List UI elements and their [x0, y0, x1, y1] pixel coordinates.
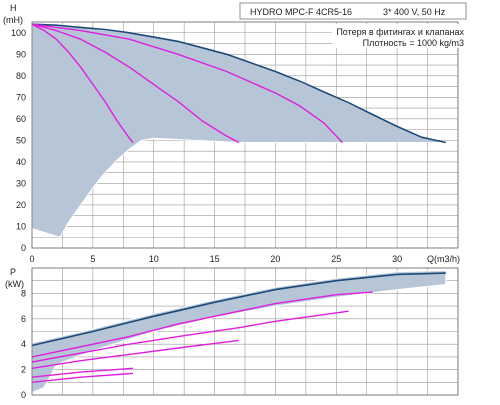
power-system-curve-5 [31, 372, 134, 383]
note-losses: Потеря в фитингах и клапанах [336, 27, 464, 37]
flow-axis-label: Q(m3/h) [427, 254, 460, 264]
power-y-tick-label: 4 [21, 339, 26, 349]
power-system-curve-2 [31, 310, 349, 363]
head-curves [31, 23, 446, 144]
power-y-tick-label: 8 [21, 288, 26, 298]
note-density: Плотность = 1000 kg/m3 [363, 38, 464, 48]
head-y-tick-label: 30 [16, 178, 26, 188]
flow-x-tick-label: 0 [29, 254, 34, 264]
flow-x-tick-label: 30 [392, 254, 402, 264]
power-y-tick-label: 6 [21, 314, 26, 324]
head-system-curve-1 [31, 23, 134, 143]
notes-background [332, 24, 466, 48]
head-y-tick-label: 60 [16, 114, 26, 124]
head-y-tick-label: 20 [16, 200, 26, 210]
flow-x-tick-label: 10 [149, 254, 159, 264]
head-y-tick-label: 70 [16, 92, 26, 102]
power-max-curve [31, 272, 446, 347]
power-curves [31, 272, 446, 383]
head-y-tick-label: 100 [11, 28, 26, 38]
flow-x-tick-label: 20 [270, 254, 280, 264]
head-y-tick-label: 90 [16, 49, 26, 59]
head-y-tick-label: 50 [16, 135, 26, 145]
power-y-tick-label: 0 [21, 390, 26, 400]
power-y-tick-label: 2 [21, 365, 26, 375]
head-max-curve [31, 23, 446, 144]
power-tick-labels: 0 2 4 6 8 [21, 288, 26, 400]
flow-x-tick-label: 15 [210, 254, 220, 264]
power-plot-frame [31, 267, 459, 396]
header-box [239, 2, 467, 20]
head-y-tick-label: 0 [21, 243, 26, 253]
flow-x-tick-label: 25 [331, 254, 341, 264]
power-system-curve-3 [31, 339, 239, 369]
head-system-curve-3 [31, 23, 343, 143]
head-y-tick-label: 80 [16, 71, 26, 81]
power-system-curve-4 [31, 367, 134, 378]
head-y-tick-label: 10 [16, 221, 26, 231]
head-axis-unit: (mH) [3, 15, 23, 25]
header-supply: 3* 400 V, 50 Hz [383, 7, 446, 17]
power-axis-unit: (kW) [5, 279, 24, 289]
power-axis-label: P [10, 267, 16, 277]
flow-x-tick-label: 5 [90, 254, 95, 264]
head-axis-label: H [10, 3, 17, 13]
head-y-tick-label: 40 [16, 157, 26, 167]
head-tick-labels: 0 10 20 30 40 50 60 70 80 90 100 0 5 10 15 20 25 30 [11, 28, 402, 264]
head-plot-frame [31, 21, 459, 249]
header-model: HYDRO MPC-F 4CR5-16 [250, 7, 352, 17]
head-system-curve-2 [31, 23, 240, 144]
power-system-curve-1 [31, 291, 373, 358]
